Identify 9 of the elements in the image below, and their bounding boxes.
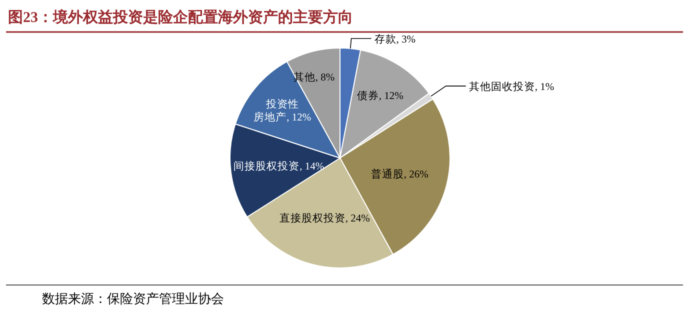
slice-label: 普通股, 26% (370, 167, 429, 180)
slice-label: 其他固收投资, 1% (468, 80, 554, 94)
slice-label: 存款, 3% (374, 34, 416, 46)
slice-label: 间接股权投资, 14% (234, 160, 324, 173)
chart-title: 图23：境外权益投资是险企配置海外资产的主要方向 (8, 8, 353, 26)
slice-label: 债券, 12% (356, 88, 404, 102)
slice-label: 直接股权投资, 24% (279, 212, 370, 225)
slice-label: 投资性房地产, 12% (254, 98, 312, 124)
source-note: 数据来源：保险资产管理业协会 (42, 291, 224, 306)
